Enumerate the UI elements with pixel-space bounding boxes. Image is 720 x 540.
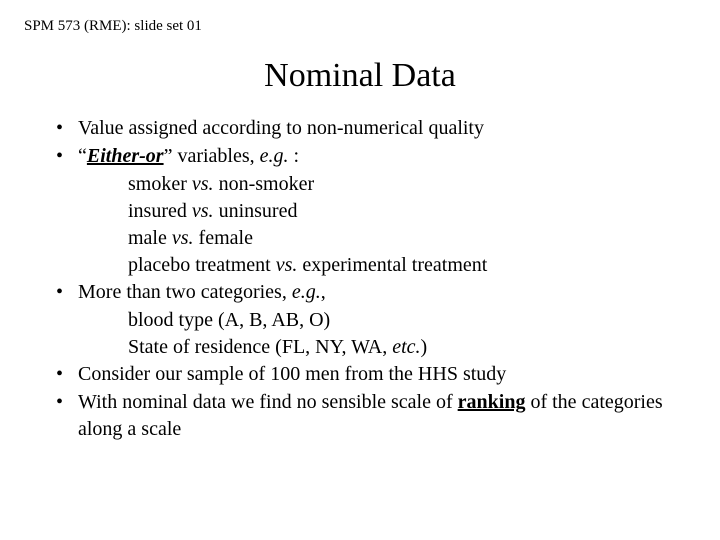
male-a: male <box>128 227 172 249</box>
smoker-c: non-smoker <box>214 173 315 195</box>
vs-1: vs. <box>192 173 214 195</box>
bullet-hhs-study: Consider our sample of 100 men from the … <box>56 361 696 388</box>
quote-open: “ <box>78 145 87 167</box>
slide-title: Nominal Data <box>24 57 696 95</box>
eg-abbrev-2: e.g. <box>292 281 321 303</box>
sub-state: State of residence (FL, NY, WA, etc.) <box>56 334 696 361</box>
insured-a: insured <box>128 200 192 222</box>
either-or-term: Either-or <box>87 145 164 167</box>
vs-4: vs. <box>276 254 298 276</box>
ranking-term: ranking <box>458 391 526 413</box>
bullet-ranking: With nominal data we find no sensible sc… <box>56 389 696 443</box>
sub-bloodtype: blood type (A, B, AB, O) <box>56 307 696 334</box>
more-a: More than two categories, <box>78 281 292 303</box>
eg-abbrev: e.g. <box>260 145 289 167</box>
slide-container: SPM 573 (RME): slide set 01 Nominal Data… <box>0 0 720 462</box>
male-c: female <box>194 227 253 249</box>
vs-2: vs. <box>192 200 214 222</box>
colon-text: : <box>289 145 300 167</box>
bullet-value-assigned: Value assigned according to non-numerica… <box>56 115 696 142</box>
state-a: State of residence (FL, NY, WA, <box>128 336 392 358</box>
placebo-c: experimental treatment <box>297 254 487 276</box>
slide-header: SPM 573 (RME): slide set 01 <box>24 18 696 35</box>
etc-abbrev: etc. <box>392 336 420 358</box>
sub-insured: insured vs. uninsured <box>56 198 696 225</box>
placebo-a: placebo treatment <box>128 254 276 276</box>
more-c: , <box>321 281 326 303</box>
sub-placebo: placebo treatment vs. experimental treat… <box>56 252 696 279</box>
slide-content: Value assigned according to non-numerica… <box>24 115 696 443</box>
state-c: ) <box>421 336 428 358</box>
bullet-either-or: “Either-or” variables, e.g. : <box>56 143 696 170</box>
sub-smoker: smoker vs. non-smoker <box>56 171 696 198</box>
either-or-tail: ” variables, <box>164 145 260 167</box>
insured-c: uninsured <box>214 200 298 222</box>
vs-3: vs. <box>172 227 194 249</box>
ranking-a: With nominal data we find no sensible sc… <box>78 391 458 413</box>
sub-male: male vs. female <box>56 225 696 252</box>
bullet-more-categories: More than two categories, e.g., <box>56 279 696 306</box>
smoker-a: smoker <box>128 173 192 195</box>
